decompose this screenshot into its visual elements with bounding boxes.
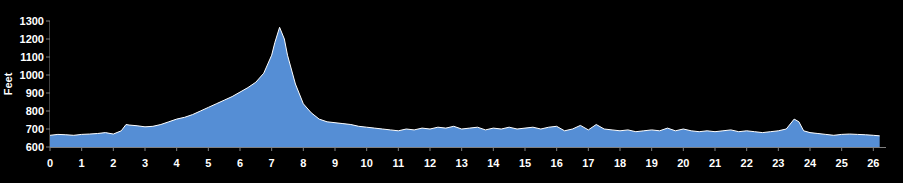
y-tick-label: 700 bbox=[26, 123, 44, 135]
x-tick-label: 1 bbox=[79, 157, 85, 169]
x-tick bbox=[841, 147, 842, 151]
x-tick bbox=[208, 147, 209, 151]
elevation-outline bbox=[50, 27, 880, 136]
x-tick bbox=[303, 147, 304, 151]
x-tick-label: 23 bbox=[772, 157, 784, 169]
x-tick-label: 9 bbox=[332, 157, 338, 169]
x-tick-label: 2 bbox=[110, 157, 116, 169]
x-tick bbox=[50, 147, 51, 151]
y-tick-label: 600 bbox=[26, 141, 44, 153]
x-tick-label: 10 bbox=[361, 157, 373, 169]
x-tick-label: 24 bbox=[804, 157, 817, 169]
y-tick-label: 1000 bbox=[20, 69, 44, 81]
x-tick-label: 15 bbox=[519, 157, 531, 169]
x-tick bbox=[746, 147, 747, 151]
x-tick-label: 25 bbox=[836, 157, 848, 169]
y-tick-label: 900 bbox=[26, 87, 44, 99]
y-axis-label: Feet bbox=[2, 72, 14, 95]
x-tick-label: 0 bbox=[47, 157, 53, 169]
y-tick bbox=[46, 21, 50, 22]
y-tick bbox=[46, 57, 50, 58]
x-tick bbox=[461, 147, 462, 151]
x-tick bbox=[366, 147, 367, 151]
x-tick bbox=[588, 147, 589, 151]
x-tick-label: 22 bbox=[741, 157, 753, 169]
x-tick bbox=[240, 147, 241, 151]
x-tick bbox=[620, 147, 621, 151]
y-axis-line bbox=[49, 21, 50, 147]
x-tick-label: 21 bbox=[709, 157, 721, 169]
x-tick-label: 26 bbox=[867, 157, 879, 169]
x-tick bbox=[81, 147, 82, 151]
chart: 6007008009001000110012001300012345678910… bbox=[0, 0, 903, 183]
x-tick bbox=[271, 147, 272, 151]
x-tick bbox=[873, 147, 874, 151]
x-tick bbox=[176, 147, 177, 151]
x-tick-label: 14 bbox=[487, 157, 500, 169]
x-tick bbox=[430, 147, 431, 151]
y-tick bbox=[46, 147, 50, 148]
x-tick-label: 13 bbox=[456, 157, 468, 169]
x-tick bbox=[683, 147, 684, 151]
y-tick-label: 800 bbox=[26, 105, 44, 117]
x-tick bbox=[113, 147, 114, 151]
x-tick bbox=[145, 147, 146, 151]
y-tick-label: 1100 bbox=[20, 51, 44, 63]
x-tick-label: 16 bbox=[551, 157, 563, 169]
x-tick bbox=[810, 147, 811, 151]
x-tick-label: 18 bbox=[614, 157, 626, 169]
y-tick bbox=[46, 93, 50, 94]
x-tick-label: 5 bbox=[205, 157, 211, 169]
x-tick bbox=[525, 147, 526, 151]
plot-area bbox=[50, 27, 880, 147]
x-tick-label: 20 bbox=[677, 157, 689, 169]
y-tick bbox=[46, 129, 50, 130]
x-tick-label: 11 bbox=[393, 157, 405, 169]
background bbox=[0, 0, 903, 183]
x-tick-label: 17 bbox=[582, 157, 594, 169]
x-tick-label: 7 bbox=[269, 157, 275, 169]
x-tick-label: 19 bbox=[646, 157, 658, 169]
x-tick bbox=[556, 147, 557, 151]
x-tick bbox=[398, 147, 399, 151]
x-tick bbox=[335, 147, 336, 151]
y-tick-label: 1200 bbox=[20, 33, 44, 45]
y-tick bbox=[46, 39, 50, 40]
y-tick bbox=[46, 75, 50, 76]
x-tick-label: 6 bbox=[237, 157, 243, 169]
x-tick-label: 8 bbox=[300, 157, 306, 169]
x-tick-label: 3 bbox=[142, 157, 148, 169]
x-tick bbox=[778, 147, 779, 151]
x-tick bbox=[715, 147, 716, 151]
y-tick bbox=[46, 111, 50, 112]
x-tick bbox=[651, 147, 652, 151]
x-axis-line bbox=[50, 147, 886, 148]
x-tick bbox=[493, 147, 494, 151]
x-tick-label: 12 bbox=[424, 157, 436, 169]
elevation-area bbox=[50, 27, 880, 147]
y-tick-label: 1300 bbox=[20, 15, 44, 27]
x-tick-label: 4 bbox=[174, 157, 181, 169]
